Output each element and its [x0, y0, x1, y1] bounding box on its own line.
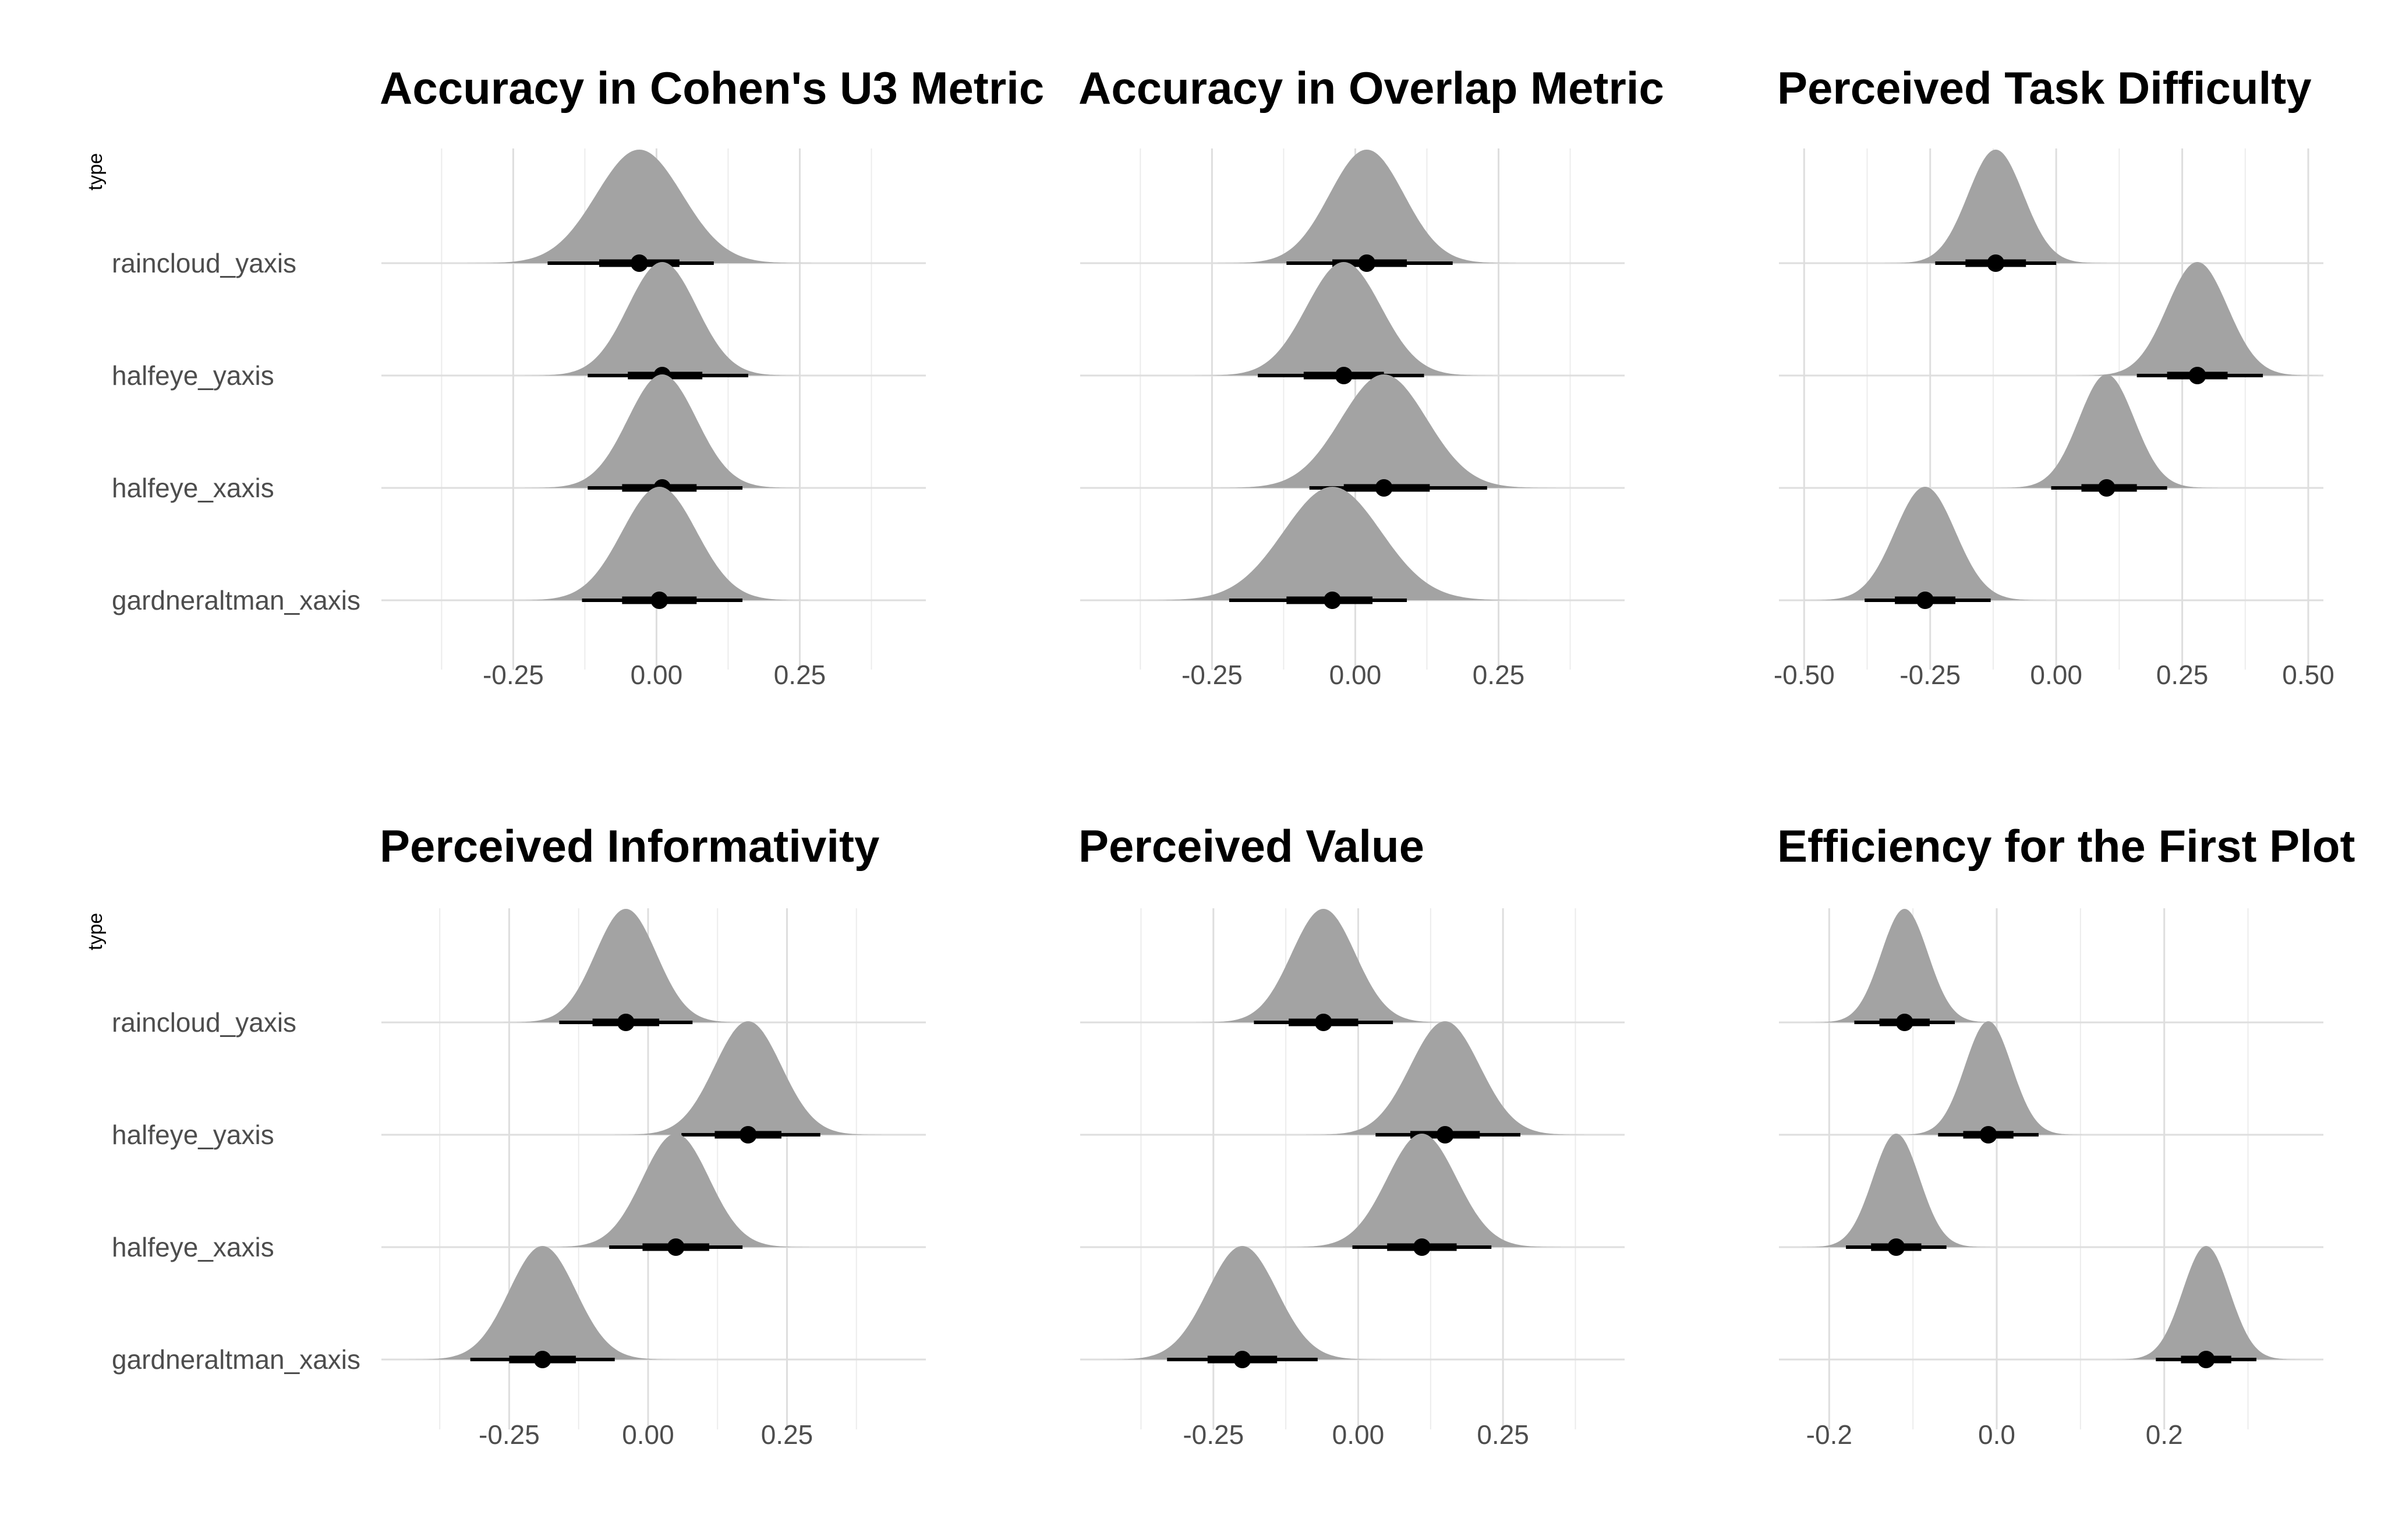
x-tick-label: 0.00: [631, 660, 683, 690]
x-tick-label: 0.25: [1473, 660, 1525, 690]
median-point-gardneraltman_xaxis: [533, 1351, 551, 1368]
density-gardneraltman_xaxis: [510, 487, 809, 600]
x-tick-label: 0.25: [774, 660, 826, 690]
density-gardneraltman_xaxis: [1804, 487, 2046, 600]
panel-2: Accuracy in Overlap Metric -0.25 0.00 0.25: [1078, 62, 1664, 690]
category-label: halfeye_xaxis: [112, 1232, 274, 1262]
x-tick-label: -0.2: [1806, 1419, 1852, 1450]
density-halfeye_xaxis: [1996, 374, 2218, 488]
density-halfeye_xaxis: [1283, 1134, 1561, 1247]
category-label: raincloud_yaxis: [112, 248, 296, 278]
median-point-halfeye_xaxis: [1375, 479, 1393, 497]
density-gardneraltman_xaxis: [1103, 1246, 1382, 1360]
panel-5: Perceived Value -0.25 0.00 0.25: [1078, 820, 1625, 1450]
category-label: raincloud_yaxis: [112, 1007, 296, 1038]
density-halfeye_yaxis: [1894, 1021, 2082, 1135]
median-point-raincloud_yaxis: [630, 254, 648, 272]
density-halfeye_yaxis: [2076, 262, 2319, 376]
median-point-halfeye_yaxis: [2188, 367, 2206, 384]
panel-title: Accuracy in Overlap Metric: [1078, 62, 1664, 114]
density-raincloud_yaxis: [467, 150, 812, 263]
x-tick-label: 0.25: [1477, 1419, 1529, 1450]
density-gardneraltman_xaxis: [1137, 487, 1527, 600]
x-tick-label: 0.25: [2156, 660, 2209, 690]
x-tick-label: -0.50: [1774, 660, 1835, 690]
density-raincloud_yaxis: [1884, 150, 2107, 263]
panel-title: Perceived Value: [1078, 820, 1424, 872]
density-halfeye_yaxis: [525, 262, 800, 376]
density-gardneraltman_xaxis: [409, 1246, 676, 1360]
median-point-gardneraltman_xaxis: [1233, 1351, 1251, 1368]
panel-title: Accuracy in Cohen's U3 Metric: [380, 62, 1044, 114]
density-halfeye_yaxis: [1306, 1021, 1584, 1135]
x-tick-label: 0.50: [2282, 660, 2334, 690]
panel-3: Perceived Task Difficulty -0.50 -0.25 0.00 0…: [1774, 62, 2334, 690]
density-halfeye_xaxis: [1212, 374, 1556, 488]
density-raincloud_yaxis: [1810, 909, 1998, 1022]
median-point-halfeye_xaxis: [2097, 479, 2116, 497]
panel-title: Efficiency for the First Plot: [1777, 820, 2355, 872]
density-halfeye_xaxis: [525, 374, 800, 488]
x-tick-label: 0.00: [2030, 660, 2082, 690]
density-halfeye_yaxis: [1194, 262, 1493, 376]
density-halfeye_yaxis: [614, 1021, 882, 1135]
median-point-gardneraltman_xaxis: [1324, 592, 1342, 609]
panel-title: Perceived Task Difficulty: [1777, 62, 2312, 114]
density-halfeye_xaxis: [1802, 1134, 1990, 1247]
x-tick-label: 0.00: [1332, 1419, 1385, 1450]
density-raincloud_yaxis: [1195, 909, 1451, 1022]
median-point-halfeye_xaxis: [1413, 1238, 1431, 1256]
median-point-raincloud_yaxis: [1895, 1014, 1913, 1031]
x-tick-label: -0.25: [1183, 1419, 1244, 1450]
median-point-halfeye_yaxis: [1335, 367, 1353, 384]
median-point-halfeye_yaxis: [1979, 1126, 1997, 1144]
density-gardneraltman_xaxis: [2112, 1246, 2300, 1360]
panel-1: Accuracy in Cohen's U3 Metric -0.25 0.00 0.…: [84, 62, 1044, 690]
median-point-halfeye_yaxis: [739, 1126, 757, 1144]
median-point-raincloud_yaxis: [1314, 1014, 1332, 1031]
median-point-halfeye_xaxis: [1887, 1238, 1905, 1256]
x-tick-label: -0.25: [483, 660, 544, 690]
median-point-halfeye_xaxis: [667, 1238, 685, 1256]
median-point-gardneraltman_xaxis: [2197, 1351, 2215, 1368]
median-point-raincloud_yaxis: [1987, 254, 2005, 272]
x-tick-label: -0.25: [1181, 660, 1243, 690]
x-tick-label: 0.25: [761, 1419, 813, 1450]
y-axis-title: type: [84, 913, 107, 950]
density-raincloud_yaxis: [1218, 150, 1516, 263]
median-point-gardneraltman_xaxis: [1916, 592, 1934, 609]
x-tick-label: 0.00: [1329, 660, 1382, 690]
x-tick-label: -0.25: [1899, 660, 1961, 690]
category-label: gardneraltman_xaxis: [112, 1344, 360, 1375]
y-axis-title: type: [84, 153, 107, 190]
x-tick-label: -0.25: [479, 1419, 540, 1450]
x-tick-label: 0.2: [2146, 1419, 2183, 1450]
panel-6: Efficiency for the First Plot -0.2 0.0 0.2: [1777, 820, 2355, 1450]
density-halfeye_xaxis: [542, 1134, 809, 1247]
median-point-raincloud_yaxis: [1358, 254, 1376, 272]
category-label: halfeye_yaxis: [112, 1120, 274, 1150]
x-tick-label: 0.0: [1978, 1419, 2015, 1450]
median-point-halfeye_yaxis: [1436, 1126, 1454, 1144]
x-tick-label: 0.00: [622, 1419, 674, 1450]
category-label: halfeye_yaxis: [112, 360, 274, 391]
panel-4: Perceived Informativity -0.25 0.00 0.25 type…: [84, 820, 926, 1450]
category-label: gardneraltman_xaxis: [112, 585, 360, 615]
density-raincloud_yaxis: [503, 909, 748, 1022]
category-label: halfeye_xaxis: [112, 473, 274, 503]
median-point-raincloud_yaxis: [617, 1014, 635, 1031]
median-point-gardneraltman_xaxis: [650, 592, 668, 609]
panel-title: Perceived Informativity: [380, 820, 879, 872]
